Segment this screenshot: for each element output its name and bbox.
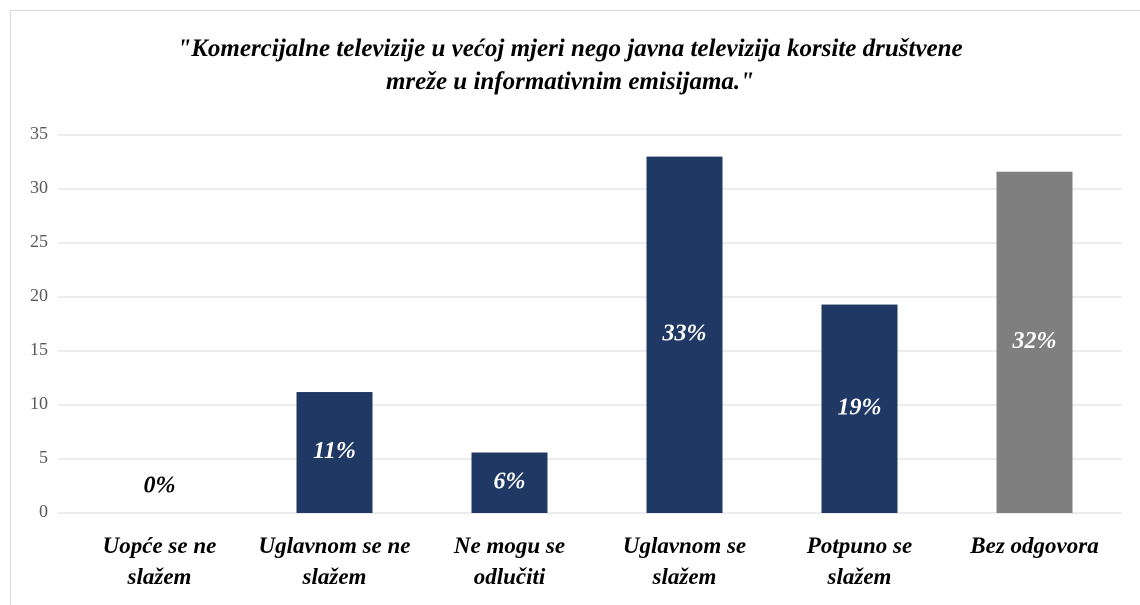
chart-frame <box>10 10 1140 605</box>
bar <box>296 392 373 513</box>
data-label: 32% <box>1012 328 1057 354</box>
x-tick-label: Uopće se ne slažem <box>102 533 217 589</box>
y-tick-label: 0 <box>39 501 48 521</box>
x-tick-label: Uglavnom se slažem <box>622 533 747 589</box>
bar <box>646 156 723 513</box>
y-tick-label: 35 <box>30 123 48 143</box>
bar <box>996 171 1073 513</box>
data-label: 19% <box>838 394 882 420</box>
y-tick-label: 20 <box>30 285 48 305</box>
chart-title: "Komercijalne televizije u većoj mjeri n… <box>177 35 963 95</box>
bar <box>821 304 898 513</box>
data-label: 0% <box>144 473 176 499</box>
y-tick-label: 30 <box>30 177 48 197</box>
x-tick-label: Ne mogu se odlučiti <box>453 533 566 589</box>
data-label: 11% <box>313 438 356 464</box>
data-label: 6% <box>494 468 526 494</box>
data-label: 33% <box>662 320 707 346</box>
y-tick-label: 10 <box>30 393 48 413</box>
bar <box>471 452 548 513</box>
x-tick-label: Bez odgovora <box>970 533 1099 558</box>
y-tick-label: 5 <box>39 447 48 467</box>
y-tick-label: 15 <box>30 339 48 359</box>
x-tick-label: Potpuno se slažem <box>806 533 913 589</box>
y-tick-label: 25 <box>30 231 48 251</box>
x-tick-label: Uglavnom se ne slažem <box>258 533 411 589</box>
